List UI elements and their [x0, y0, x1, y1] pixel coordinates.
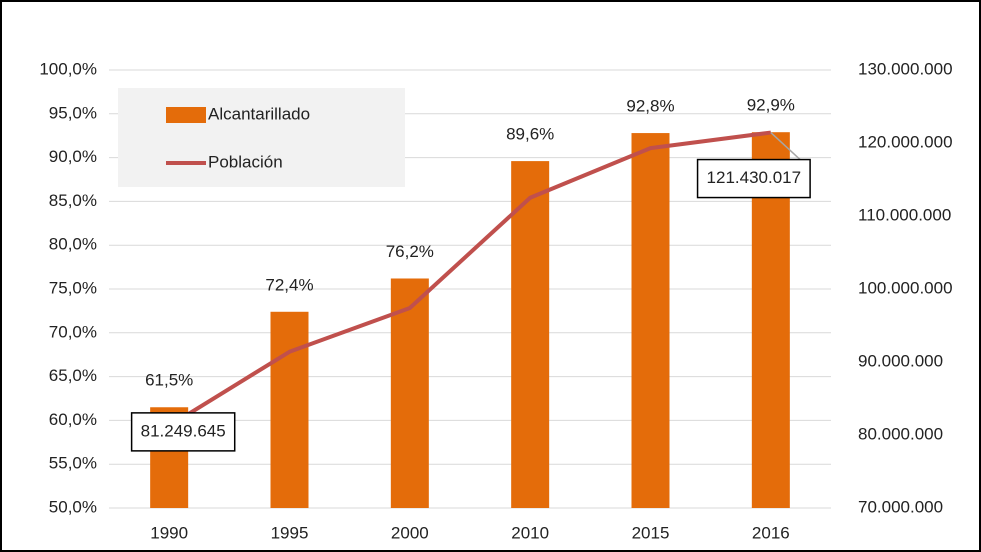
legend-box — [118, 88, 405, 187]
y2-tick-label: 130.000.000 — [858, 59, 953, 78]
bar — [390, 278, 429, 508]
y-tick-label: 50,0% — [49, 497, 97, 516]
y-tick-label: 70,0% — [49, 322, 97, 341]
x-tick-label: 1995 — [271, 523, 309, 542]
y-tick-label: 100,0% — [39, 59, 97, 78]
line — [168, 130, 772, 428]
legend-swatch — [166, 107, 206, 123]
y2-tick-label: 110.000.000 — [858, 205, 951, 224]
data-label-box — [130, 412, 236, 452]
y-tick-label: 55,0% — [49, 454, 97, 473]
data-label: 92,8% — [626, 97, 674, 116]
leader-line — [770, 132, 801, 161]
y2-tick-label: 90.000.000 — [858, 351, 943, 370]
legend-label: Población — [208, 152, 283, 171]
x-tick-label: 2010 — [511, 523, 549, 542]
x-tick-label: 2015 — [632, 523, 670, 542]
y2-tick-label: 70.000.000 — [858, 497, 943, 516]
data-label: 89,6% — [506, 125, 554, 144]
y-tick-label: 90,0% — [49, 147, 97, 166]
x-tick-label: 2000 — [391, 523, 429, 542]
data-label: 76,2% — [386, 242, 434, 261]
y2-tick-label: 100.000.000 — [858, 278, 953, 297]
data-label-box — [696, 158, 811, 199]
data-label: 81.249.645 — [141, 421, 226, 440]
x-tick-label: 1990 — [150, 523, 188, 542]
data-label: 72,4% — [265, 275, 313, 294]
data-label: 61,5% — [145, 371, 193, 390]
bar — [270, 311, 309, 508]
y-tick-label: 80,0% — [49, 235, 97, 254]
y-tick-label: 85,0% — [49, 191, 97, 210]
data-label: 121.430.017 — [707, 168, 802, 187]
data-label: 92,9% — [747, 96, 795, 115]
bar — [511, 161, 550, 508]
y2-tick-label: 80.000.000 — [858, 424, 943, 443]
y-tick-label: 75,0% — [49, 278, 97, 297]
bar — [631, 133, 670, 508]
y-tick-label: 95,0% — [49, 103, 97, 122]
y2-tick-label: 120.000.000 — [858, 132, 953, 151]
x-tick-label: 2016 — [752, 523, 790, 542]
y-tick-label: 65,0% — [49, 366, 97, 385]
legend-label: Alcantarillado — [208, 104, 310, 123]
y-tick-label: 60,0% — [49, 410, 97, 429]
